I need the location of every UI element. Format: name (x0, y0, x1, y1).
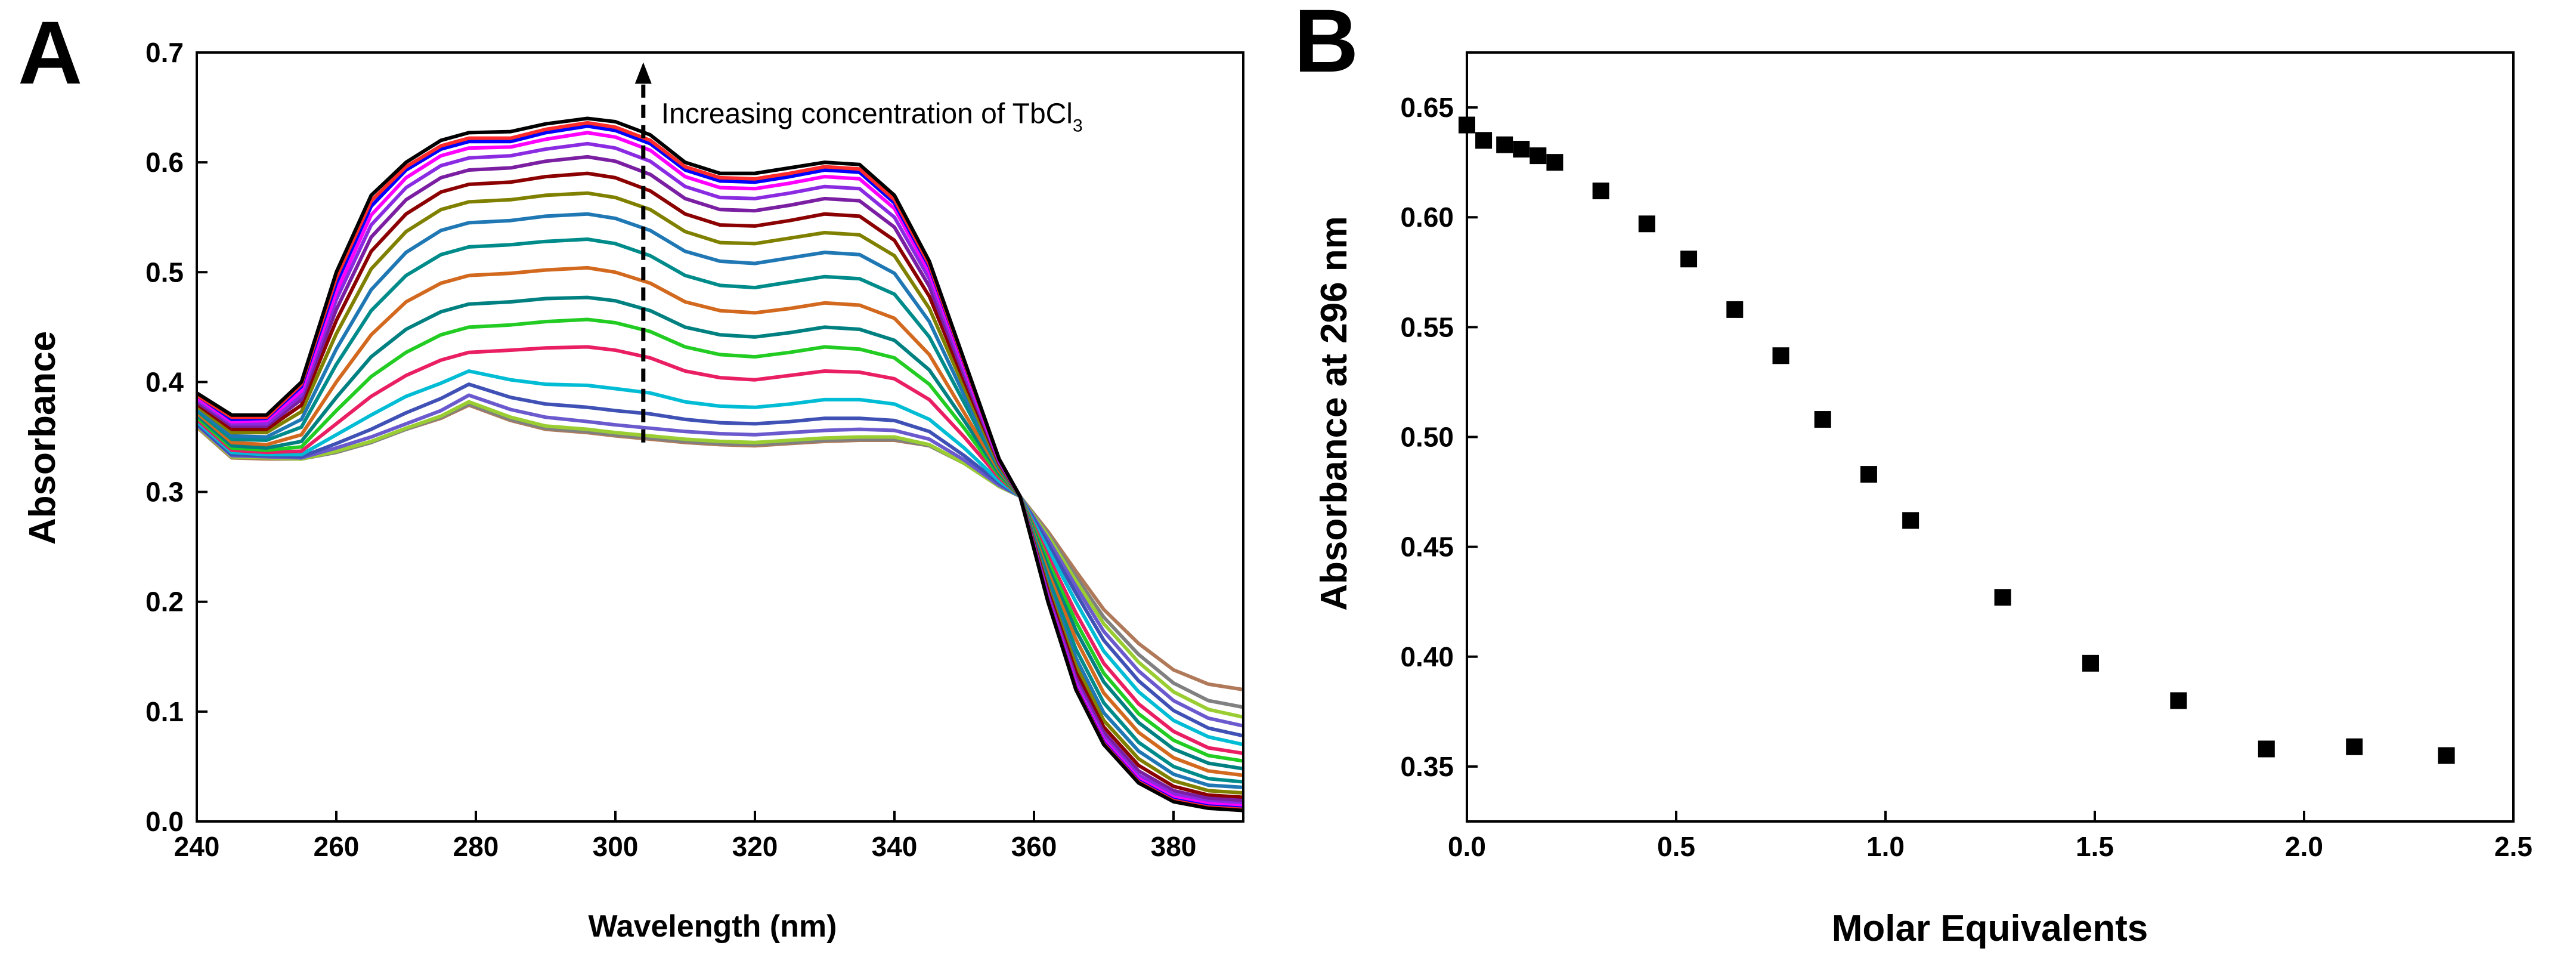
x-tick-label: 380 (1151, 831, 1197, 862)
spectrum-line (196, 237, 1244, 784)
y-tick-label: 0.6 (145, 147, 184, 178)
x-tick-label: 280 (453, 831, 499, 862)
spectrum-line (196, 393, 1244, 728)
chart-a-y-axis: 0.0 0.1 0.2 0.3 0.4 0.5 0.6 0.7 (145, 37, 208, 837)
y-tick-label: 0.65 (1400, 92, 1454, 123)
y-tick-label: 0.7 (145, 37, 184, 68)
y-tick-label: 0.60 (1400, 202, 1454, 233)
data-point (1546, 154, 1563, 171)
data-point (1860, 466, 1877, 483)
x-tick-label: 2.5 (2494, 831, 2532, 862)
chart-a-annotation: Increasing concentration of TbCl3 (634, 62, 1083, 443)
chart-b-frame (1466, 51, 2515, 823)
x-tick-label: 0.5 (1657, 831, 1695, 862)
y-tick-label: 0.35 (1400, 751, 1454, 782)
x-tick-label: 320 (732, 831, 778, 862)
data-point (2170, 692, 2187, 709)
data-point (1772, 347, 1789, 364)
chart-a-x-axis-title: Wavelength (nm) (589, 909, 837, 944)
chart-a-frame (196, 51, 1244, 823)
data-point (1680, 251, 1698, 268)
data-point (1814, 411, 1831, 428)
y-tick-label: 0.4 (145, 366, 184, 397)
x-tick-label: 1.5 (2076, 831, 2114, 862)
data-point (1592, 183, 1609, 200)
data-point (1475, 132, 1493, 149)
chart-b-y-axis: 0.35 0.40 0.45 0.50 0.55 0.60 0.65 (1400, 92, 1478, 782)
y-tick-label: 0.45 (1400, 532, 1454, 563)
spectrum-line (196, 265, 1244, 777)
x-tick-label: 360 (1011, 831, 1057, 862)
x-tick-label: 1.0 (1866, 831, 1905, 862)
chart-a-y-axis-title: Absorbance (22, 331, 63, 545)
data-point (1638, 215, 1655, 233)
spectrum-line (196, 317, 1244, 763)
spectrum-line (196, 345, 1244, 755)
chart-a-x-axis: 240 260 280 300 320 340 360 380 (174, 811, 1197, 862)
spectrum-line (196, 295, 1244, 771)
data-point (2082, 654, 2099, 672)
x-tick-label: 340 (872, 831, 918, 862)
data-point (1513, 141, 1530, 158)
chart-b-x-axis: 0.0 0.5 1.0 1.5 2.0 2.5 (1448, 811, 2532, 862)
panel-b-letter: B (1294, 0, 1358, 91)
x-tick-label: 260 (314, 831, 360, 862)
data-point (2346, 738, 2363, 755)
data-point (1994, 589, 2011, 606)
data-point (1496, 136, 1513, 153)
concentration-annotation: Increasing concentration of TbCl3 (661, 98, 1083, 135)
y-tick-label: 0.0 (145, 806, 184, 837)
data-point (2258, 740, 2275, 758)
panel-a-letter: A (18, 2, 82, 103)
x-tick-label: 240 (174, 831, 220, 862)
y-tick-label: 0.40 (1400, 641, 1454, 672)
y-tick-label: 0.1 (145, 696, 184, 727)
chart-b-x-axis-title: Molar Equivalents (1832, 908, 2148, 949)
annotation-subscript: 3 (1073, 116, 1083, 135)
x-tick-label: 2.0 (2285, 831, 2323, 862)
chart-a: 0.0 0.1 0.2 0.3 0.4 0.5 0.6 0.7 240 260 280 300 320… (22, 37, 1244, 944)
y-tick-label: 0.3 (145, 477, 184, 508)
data-point (2438, 747, 2455, 764)
data-point (1726, 301, 1744, 318)
spectrum-line (196, 382, 1244, 738)
spectrum-line (196, 212, 1244, 789)
chart-a-series-group (196, 116, 1244, 813)
data-point (1530, 147, 1547, 165)
arrow-head-icon (634, 62, 652, 84)
y-tick-label: 0.50 (1400, 422, 1454, 453)
chart-b-y-axis-title: Absorbance at 296 nm (1314, 216, 1355, 611)
x-tick-label: 300 (593, 831, 639, 862)
y-tick-label: 0.55 (1400, 311, 1454, 342)
spectrum-line (196, 400, 1244, 719)
y-tick-label: 0.5 (145, 257, 184, 288)
chart-b: 0.35 0.40 0.45 0.50 0.55 0.60 0.65 0.0 0.5 1.0 1.… (1314, 51, 2532, 949)
spectrum-line (196, 369, 1244, 747)
data-point (1902, 512, 1919, 529)
spectrum-line (196, 116, 1244, 813)
x-tick-label: 0.0 (1448, 831, 1486, 862)
chart-b-points-group (1459, 116, 2455, 764)
y-tick-label: 0.2 (145, 586, 184, 617)
annotation-text: Increasing concentration of TbCl (661, 98, 1073, 129)
data-point (1459, 116, 1475, 134)
spectrum-line (196, 191, 1244, 795)
